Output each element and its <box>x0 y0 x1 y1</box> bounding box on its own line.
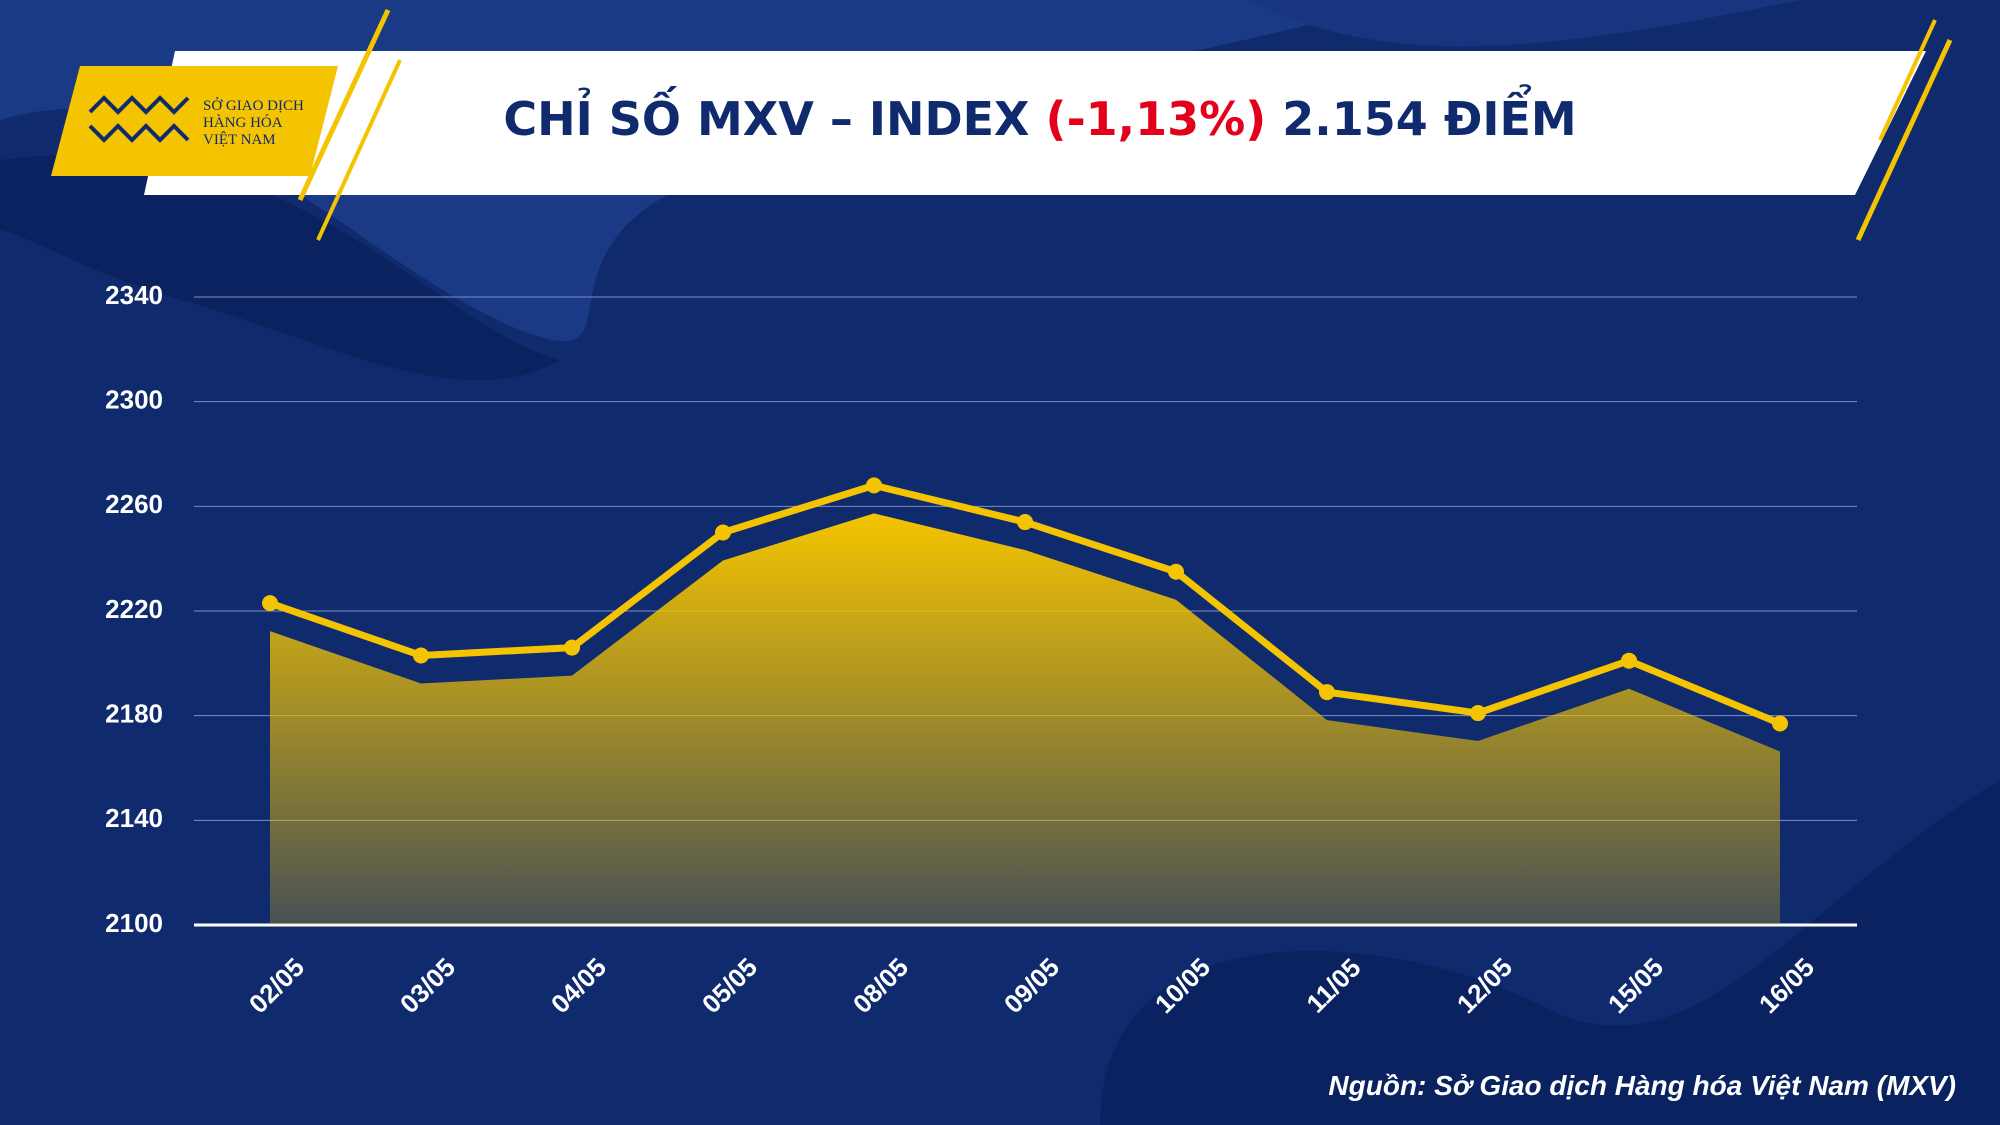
point <box>564 639 580 656</box>
x-tick-label: 09/05 <box>998 952 1065 1019</box>
point <box>262 595 278 612</box>
y-tick-label: 2260 <box>105 489 163 519</box>
title-value: 2.154 ĐIỂM <box>1282 92 1577 146</box>
header <box>51 8 1953 242</box>
point <box>715 524 731 541</box>
logo-line: HÀNG HÓA <box>203 115 283 131</box>
y-tick-label: 2140 <box>105 803 163 833</box>
area-shadow <box>270 513 1780 925</box>
x-tick-label: 05/05 <box>696 952 763 1019</box>
point <box>866 477 882 494</box>
point <box>1168 563 1184 580</box>
point <box>1319 684 1335 701</box>
chart-title: CHỈ SỐ MXV – INDEX (-1,13%) 2.154 ĐIỂM <box>340 92 1740 146</box>
y-tick-label: 2100 <box>105 908 163 938</box>
source-note: Nguồn: Sở Giao dịch Hàng hóa Việt Nam (M… <box>1328 1070 1956 1101</box>
logo-line: SỞ GIAO DỊCH <box>203 98 304 114</box>
point <box>1772 715 1788 732</box>
x-tick-label: 08/05 <box>847 952 914 1019</box>
title-text: CHỈ SỐ MXV – INDEX <box>503 92 1030 146</box>
x-tick-label: 15/05 <box>1602 952 1669 1019</box>
y-tick-label: 2180 <box>105 699 163 729</box>
point <box>413 647 429 664</box>
point <box>1470 705 1486 722</box>
logo-line: VIỆT NAM <box>203 132 276 148</box>
point <box>1017 514 1033 531</box>
x-tick-label: 04/05 <box>545 952 612 1019</box>
y-tick-label: 2340 <box>105 280 163 310</box>
y-tick-label: 2220 <box>105 594 163 624</box>
title-change: (-1,13%) <box>1045 92 1267 146</box>
x-tick-label: 02/05 <box>243 952 310 1019</box>
point <box>1621 652 1637 669</box>
logo-text: SỞ GIAO DỊCH HÀNG HÓA VIỆT NAM <box>203 98 304 149</box>
x-tick-label: 03/05 <box>394 952 461 1019</box>
y-tick-label: 2300 <box>105 385 163 415</box>
